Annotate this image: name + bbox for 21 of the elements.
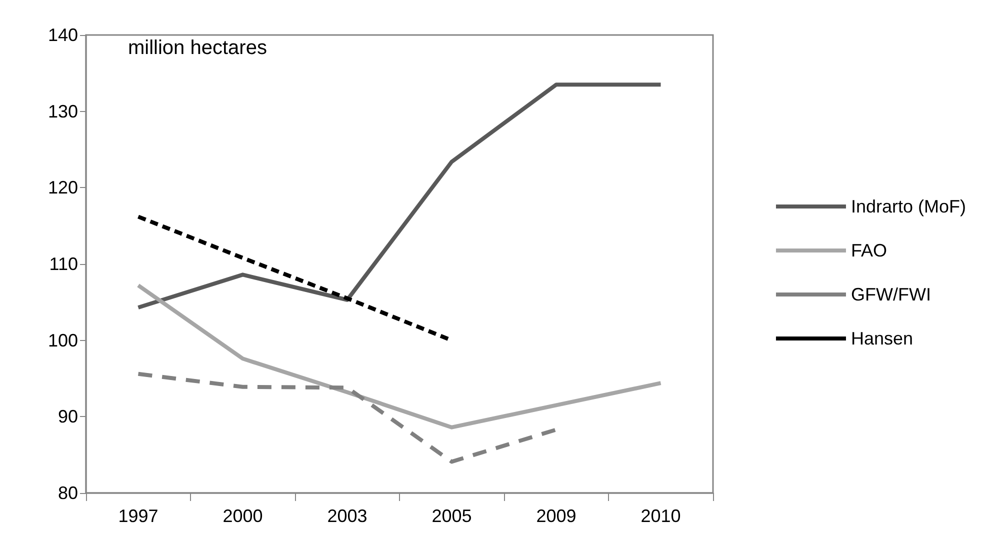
y-tick-label: 80 (58, 483, 78, 503)
x-tick-label: 2000 (222, 506, 263, 526)
y-tick-label: 110 (49, 254, 78, 274)
y-tick-label: 140 (48, 25, 78, 45)
legend-label: GFW/FWI (850, 284, 931, 304)
legend-label: Indrarto (MoF) (850, 196, 966, 216)
line-series (136, 372, 558, 464)
line-series (136, 283, 663, 430)
y-tick-label: 100 (48, 330, 78, 350)
y-tick-label: 130 (48, 101, 78, 122)
y-tick-label: 90 (58, 406, 78, 427)
x-tick-label: 2005 (432, 506, 472, 526)
legend-label: FAO (850, 240, 887, 260)
legend-label: Hansen (850, 328, 914, 348)
y-tick-label: 120 (48, 178, 78, 198)
annotation: million hectares (128, 37, 267, 59)
line-series (136, 82, 663, 310)
x-tick-label: 2010 (640, 506, 681, 526)
x-tick-label: 1997 (118, 506, 158, 526)
x-tick-label: 2009 (536, 506, 576, 526)
x-tick-label: 2003 (327, 506, 368, 526)
